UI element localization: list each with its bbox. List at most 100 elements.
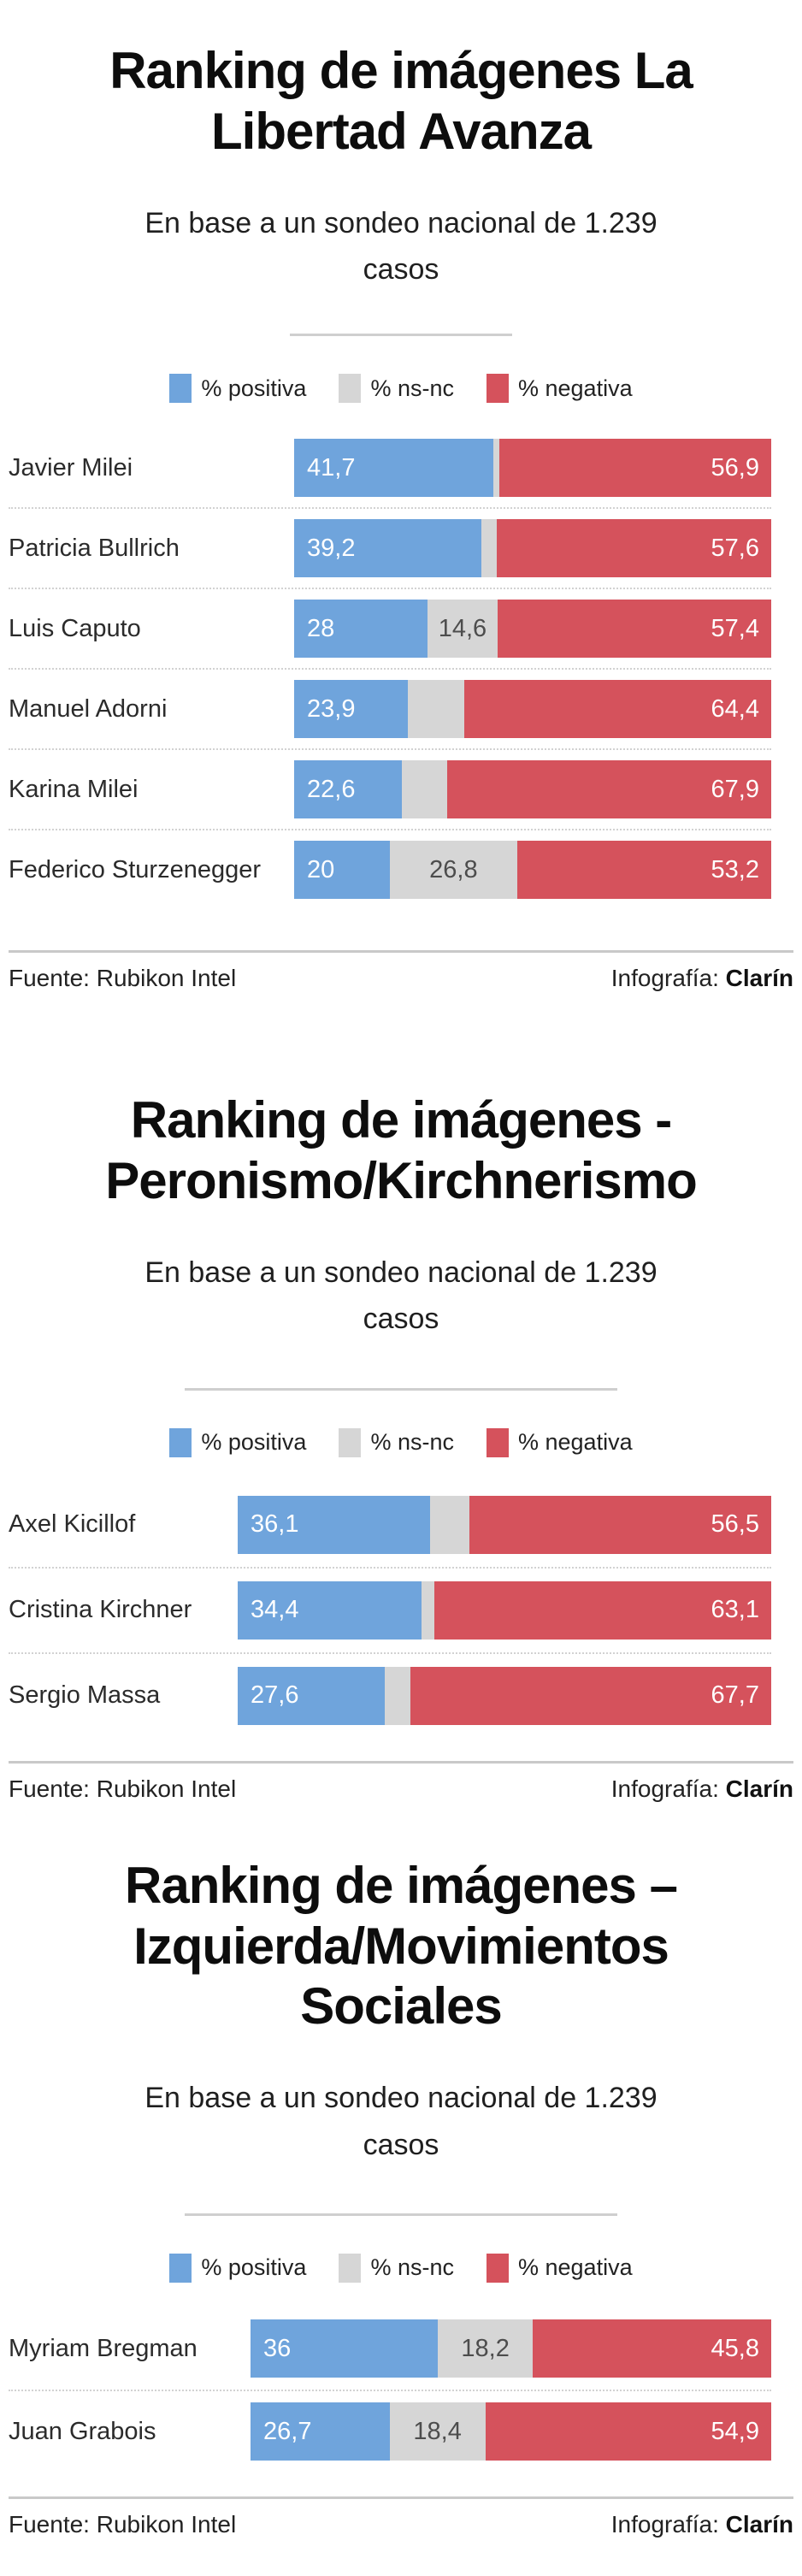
legend-item-negative: % negativa bbox=[487, 1427, 633, 1457]
nsnc-value: 26,8 bbox=[429, 855, 478, 883]
chart-title-line: Ranking de imágenes La bbox=[109, 42, 693, 99]
chart-subtitle-line: En base a un sondeo nacional de 1.239 bbox=[144, 1256, 658, 1289]
positive-value: 26,7 bbox=[263, 2417, 312, 2445]
chart-section-izquierda-movimientos: Ranking de imágenes – Izquierda/Movimien… bbox=[0, 1856, 802, 2576]
bar-row: Cristina Kirchner 34,4 63,1 bbox=[9, 1566, 771, 1652]
negative-value: 56,5 bbox=[711, 1510, 759, 1539]
legend-item-negative: % negativa bbox=[487, 374, 633, 404]
positive-segment: 28 bbox=[294, 600, 428, 659]
negative-swatch-icon bbox=[487, 2253, 509, 2283]
positive-value: 36,1 bbox=[251, 1510, 299, 1539]
positive-segment: 20 bbox=[294, 841, 390, 900]
nsnc-segment: 18,4 bbox=[389, 2402, 486, 2461]
negative-value: 63,1 bbox=[711, 1596, 759, 1624]
chart-subtitle-line: En base a un sondeo nacional de 1.239 bbox=[144, 2082, 658, 2115]
person-name: Sergio Massa bbox=[9, 1681, 161, 1710]
positive-value: 34,4 bbox=[251, 1596, 299, 1624]
chart-title-line: Sociales bbox=[300, 1977, 503, 2035]
negative-segment: 53,2 bbox=[517, 841, 771, 900]
positive-segment: 34,4 bbox=[238, 1580, 422, 1640]
source-text: Fuente: Rubikon Intel bbox=[9, 2510, 237, 2538]
stacked-bar: 22,6 67,9 bbox=[294, 760, 771, 819]
positive-value: 23,9 bbox=[307, 694, 356, 723]
legend-label: % negativa bbox=[518, 1429, 633, 1456]
nsnc-segment bbox=[492, 439, 500, 498]
legend-item-nsnc: % ns-nc bbox=[339, 2253, 454, 2283]
nsnc-value: 14,6 bbox=[438, 614, 487, 642]
positive-segment: 26,7 bbox=[251, 2402, 390, 2461]
legend: % positiva % ns-nc % negativa bbox=[9, 1427, 793, 1457]
stacked-bar: 26,7 18,4 54,9 bbox=[251, 2402, 771, 2461]
positive-segment: 22,6 bbox=[294, 760, 403, 819]
stacked-bar: 23,9 64,4 bbox=[294, 680, 771, 739]
credit-label: Infografía: bbox=[610, 1775, 719, 1802]
positive-segment: 36 bbox=[251, 2319, 439, 2378]
nsnc-segment bbox=[408, 680, 464, 739]
credit-brand: Clarín bbox=[725, 1775, 793, 1802]
subtitle-divider bbox=[290, 334, 512, 337]
negative-value: 56,9 bbox=[711, 453, 759, 482]
negative-segment: 57,4 bbox=[497, 600, 771, 659]
legend-label: % negativa bbox=[518, 2254, 633, 2281]
nsnc-swatch-icon bbox=[339, 374, 362, 404]
negative-value: 45,8 bbox=[711, 2334, 759, 2362]
negative-segment: 45,8 bbox=[533, 2319, 771, 2378]
stacked-bar: 36 18,2 45,8 bbox=[251, 2319, 771, 2378]
negative-segment: 56,9 bbox=[499, 439, 771, 498]
legend-label: % ns-nc bbox=[370, 2254, 454, 2281]
legend-label: % ns-nc bbox=[370, 375, 454, 401]
legend: % positiva % ns-nc % negativa bbox=[9, 2253, 793, 2283]
credit-brand: Clarín bbox=[725, 2510, 793, 2538]
positive-segment: 27,6 bbox=[238, 1666, 386, 1725]
person-name: Patricia Bullrich bbox=[9, 534, 180, 562]
legend-item-positive: % positiva bbox=[169, 2253, 307, 2283]
source-text: Fuente: Rubikon Intel bbox=[9, 965, 237, 992]
chart-title: Ranking de imágenes - Peronismo/Kirchner… bbox=[9, 1090, 793, 1212]
subtitle-divider bbox=[185, 2213, 617, 2216]
person-name: Luis Caputo bbox=[9, 614, 141, 642]
chart-title: Ranking de imágenes La Libertad Avanza bbox=[9, 41, 793, 162]
positive-segment: 36,1 bbox=[238, 1495, 431, 1554]
negative-segment: 54,9 bbox=[485, 2402, 771, 2461]
legend-label: % positiva bbox=[201, 1429, 307, 1456]
bar-rows: Myriam Bregman 36 18,2 45,8 Juan Grabois… bbox=[9, 2308, 793, 2473]
negative-swatch-icon bbox=[487, 374, 509, 404]
nsnc-segment: 26,8 bbox=[389, 841, 518, 900]
negative-segment: 57,6 bbox=[496, 519, 771, 578]
person-name: Myriam Bregman bbox=[9, 2334, 198, 2362]
positive-segment: 23,9 bbox=[294, 680, 409, 739]
positive-swatch-icon bbox=[169, 374, 192, 404]
chart-subtitle: En base a un sondeo nacional de 1.239 ca… bbox=[9, 2075, 793, 2168]
negative-segment: 56,5 bbox=[469, 1495, 771, 1554]
negative-swatch-icon bbox=[487, 1427, 509, 1457]
negative-segment: 67,9 bbox=[447, 760, 771, 819]
chart-footer: Fuente: Rubikon Intel Infografía: Clarín bbox=[9, 965, 793, 992]
stacked-bar: 41,7 56,9 bbox=[294, 439, 771, 498]
footer-divider bbox=[9, 950, 793, 954]
person-name: Cristina Kirchner bbox=[9, 1596, 192, 1624]
negative-segment: 67,7 bbox=[410, 1666, 771, 1725]
legend-label: % negativa bbox=[518, 375, 633, 401]
nsnc-segment bbox=[385, 1666, 410, 1725]
person-name: Axel Kicillof bbox=[9, 1510, 136, 1539]
credit-label: Infografía: bbox=[610, 965, 719, 992]
positive-swatch-icon bbox=[169, 1427, 192, 1457]
credit-label: Infografía: bbox=[610, 2510, 719, 2538]
legend-label: % ns-nc bbox=[370, 1429, 454, 1456]
chart-section-libertad-avanza: Ranking de imágenes La Libertad Avanza E… bbox=[0, 0, 802, 992]
chart-title-line: Izquierda/Movimientos bbox=[133, 1917, 669, 1975]
legend-label: % positiva bbox=[201, 2254, 307, 2281]
chart-subtitle: En base a un sondeo nacional de 1.239 ca… bbox=[9, 200, 793, 293]
positive-value: 41,7 bbox=[307, 453, 356, 482]
chart-section-peronismo-kirchnerismo: Ranking de imágenes - Peronismo/Kirchner… bbox=[0, 1090, 802, 1802]
bar-row: Sergio Massa 27,6 67,7 bbox=[9, 1651, 771, 1738]
nsnc-segment bbox=[421, 1580, 435, 1640]
bar-row: Manuel Adorni 23,9 64,4 bbox=[9, 668, 771, 748]
credit-text: Infografía: Clarín bbox=[611, 965, 793, 992]
positive-value: 39,2 bbox=[307, 534, 356, 562]
bar-row: Federico Sturzenegger 20 26,8 53,2 bbox=[9, 829, 771, 909]
stacked-bar: 39,2 57,6 bbox=[294, 519, 771, 578]
person-name: Federico Sturzenegger bbox=[9, 855, 261, 883]
negative-segment: 63,1 bbox=[434, 1580, 771, 1640]
nsnc-segment: 18,2 bbox=[438, 2319, 534, 2378]
